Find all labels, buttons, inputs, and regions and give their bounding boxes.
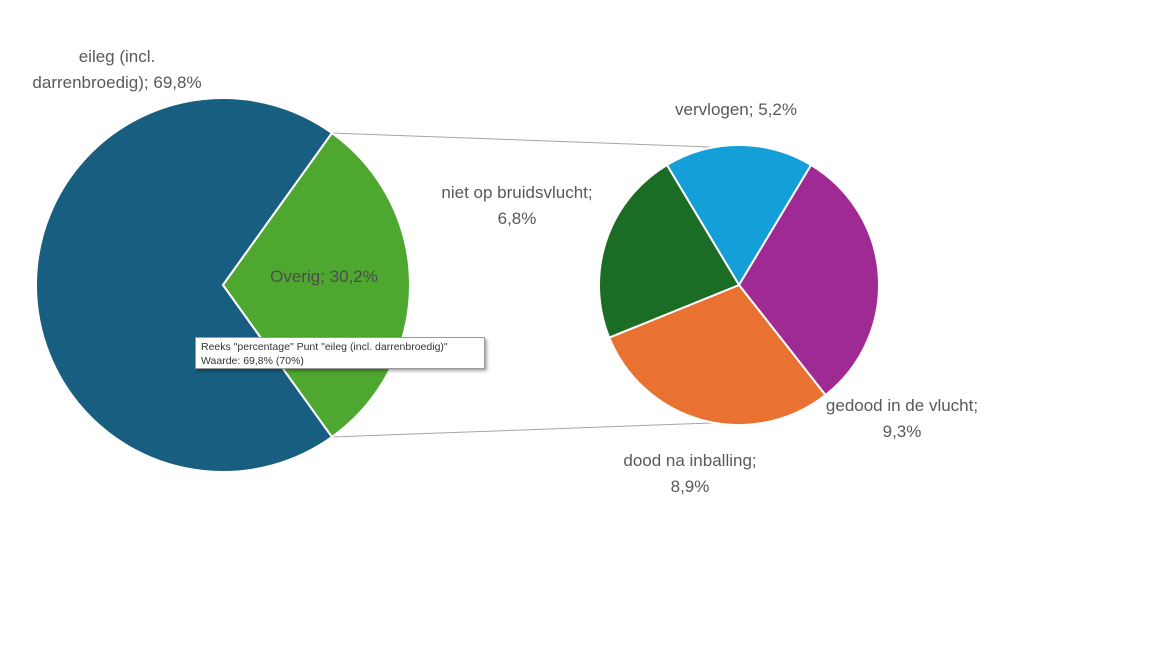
tooltip-value: Waarde: 69,8% (70%) <box>201 355 304 367</box>
secondary-pie <box>598 144 880 426</box>
label-niet-op-bruidsvlucht: niet op bruidsvlucht; 6,8% <box>441 183 592 228</box>
label-dood-na-inballing: dood na inballing; 8,9% <box>623 451 756 496</box>
data-labels: eileg (incl. darrenbroedig); 69,8% Overig;… <box>32 47 978 496</box>
label-overig: Overig; 30,2% <box>270 267 378 286</box>
connector-line-bottom <box>331 422 715 438</box>
hover-tooltip: Reeks "percentage" Punt "eileg (incl. da… <box>195 337 485 369</box>
label-eileg: eileg (incl. darrenbroedig); 69,8% <box>32 47 201 92</box>
slice-dood-na-inballing[interactable] <box>607 283 827 426</box>
connector-lines <box>331 132 715 438</box>
tooltip-series-point: Reeks "percentage" Punt "eileg (incl. da… <box>201 341 448 353</box>
label-vervlogen: vervlogen; 5,2% <box>675 100 797 119</box>
slice-vervlogen[interactable] <box>665 144 813 287</box>
slice-niet-op-bruidsvlucht[interactable] <box>598 163 741 339</box>
slice-gedood-in-de-vlucht[interactable] <box>737 163 880 397</box>
label-gedood-in-de-vlucht: gedood in de vlucht; 9,3% <box>826 396 978 441</box>
slice-eileg[interactable] <box>34 97 334 473</box>
connector-line-top <box>331 132 715 148</box>
